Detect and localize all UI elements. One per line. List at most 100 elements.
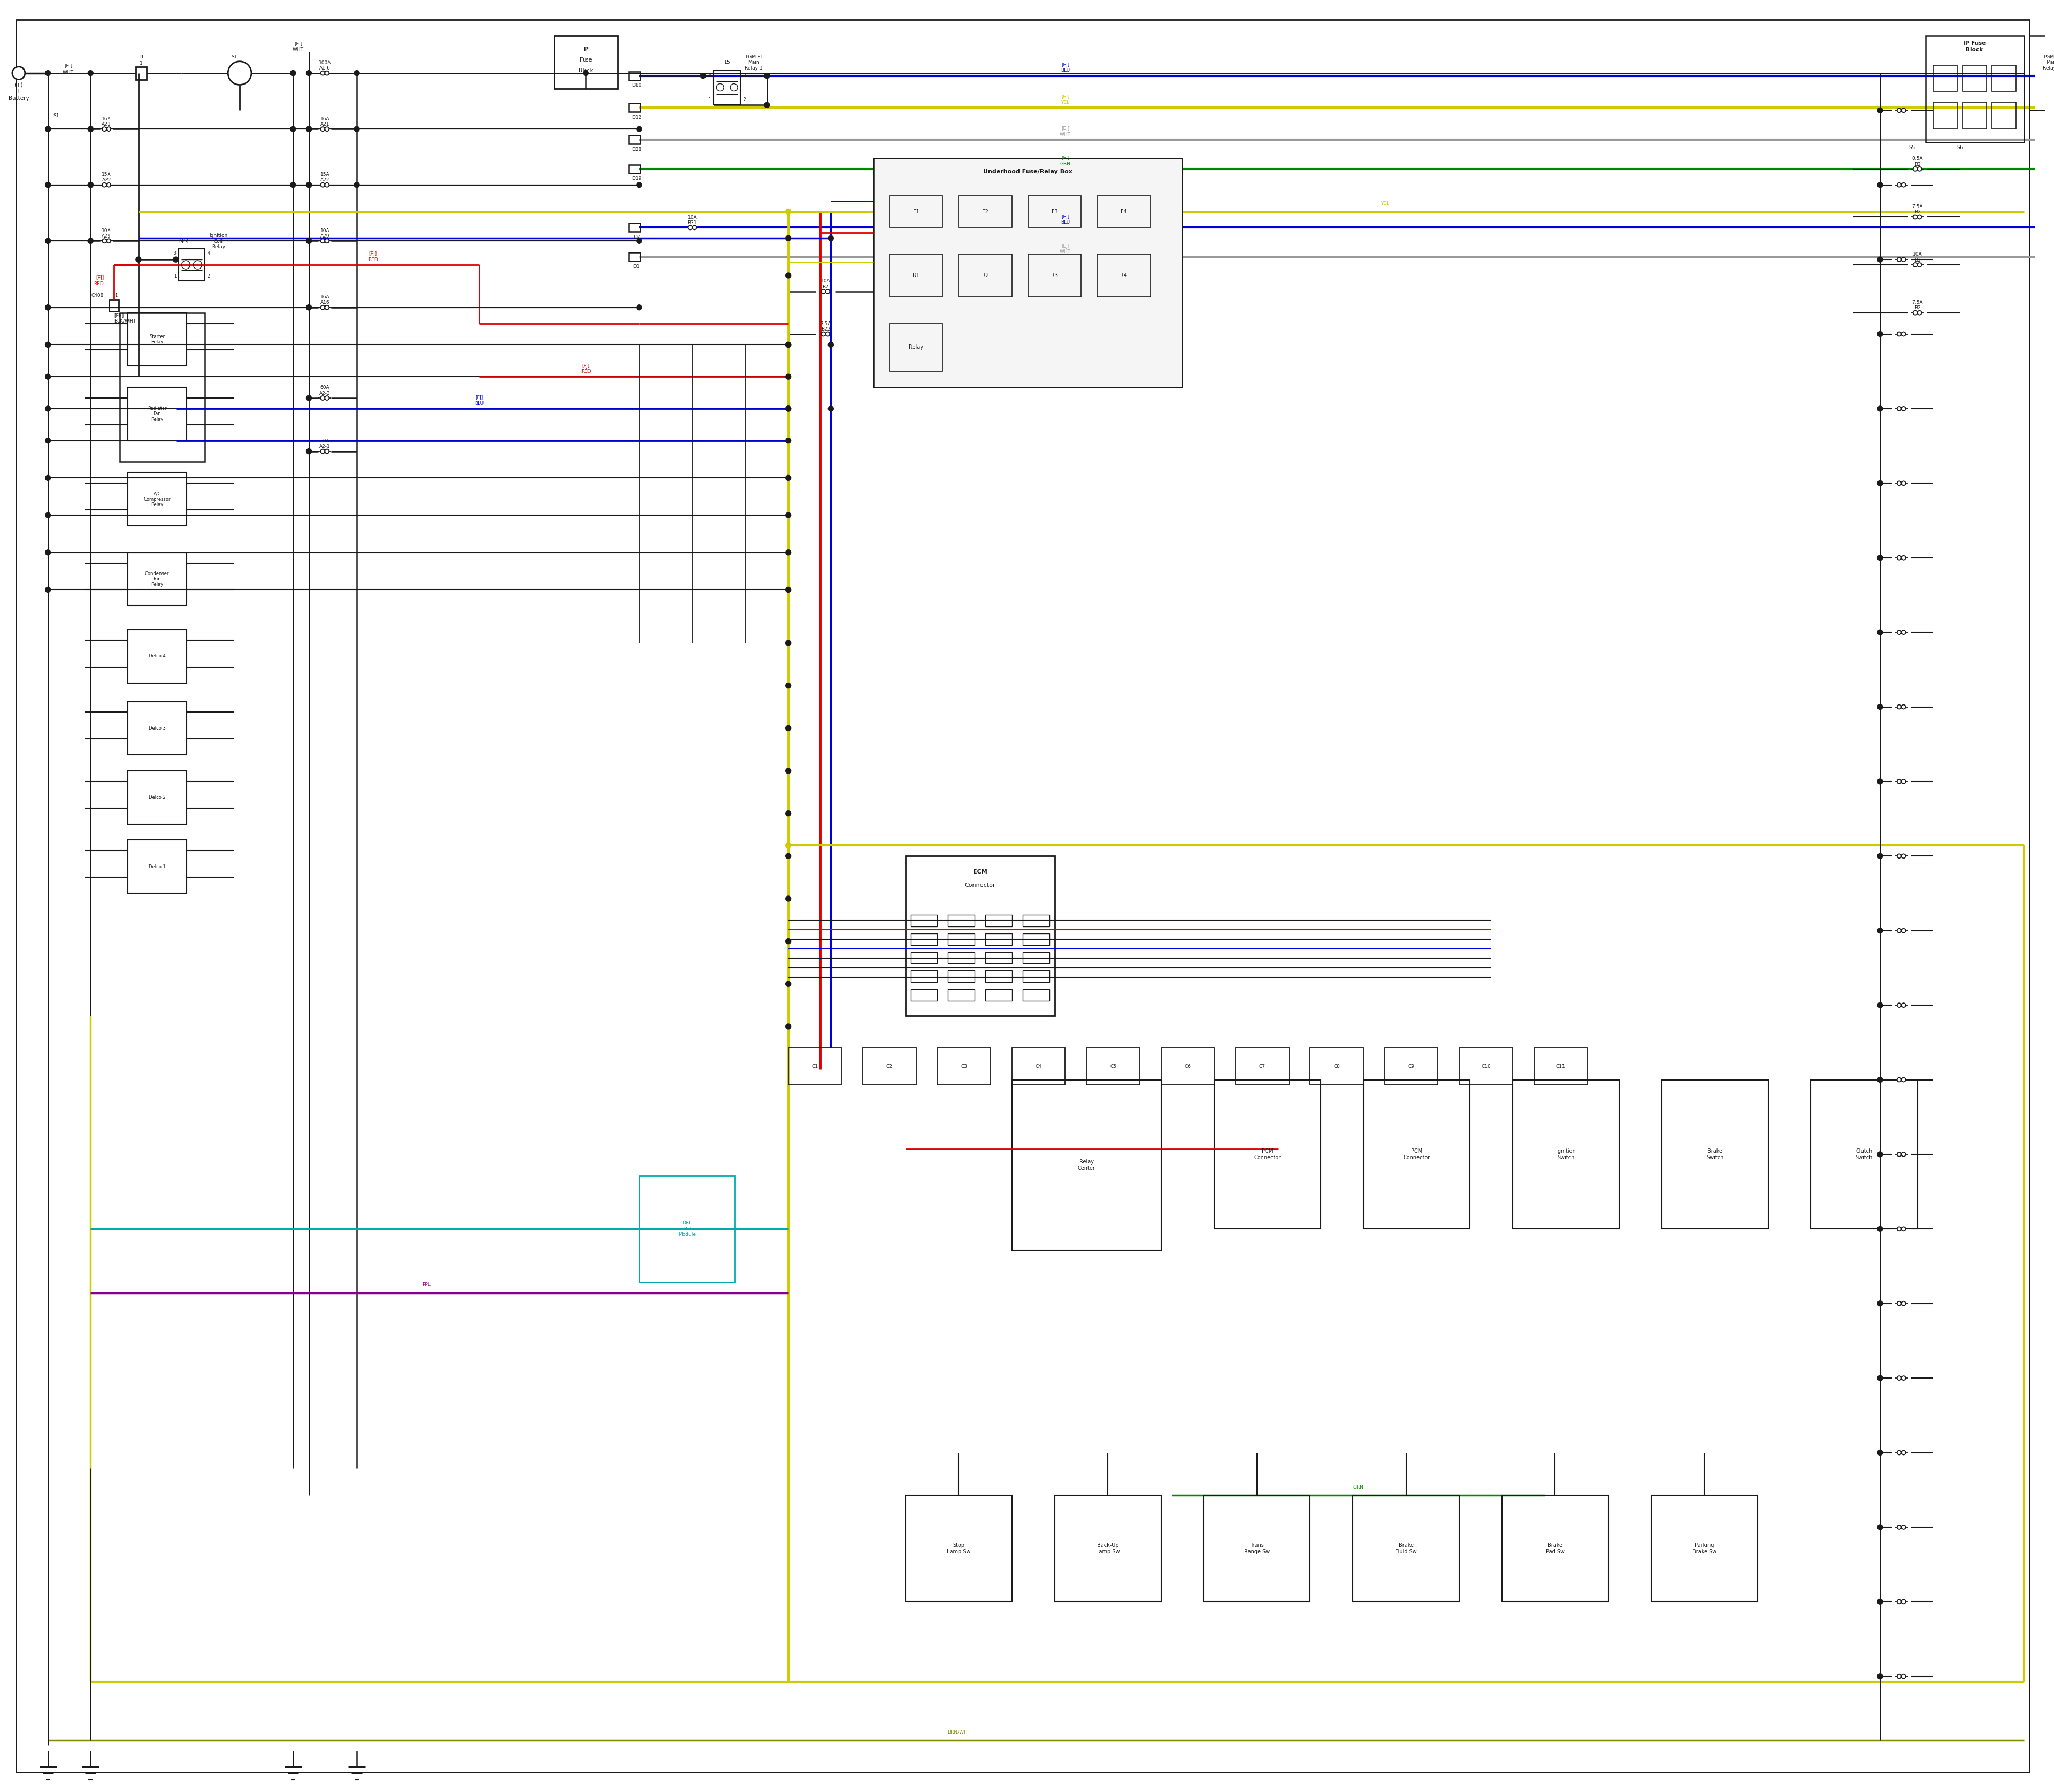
Circle shape bbox=[45, 513, 51, 518]
Circle shape bbox=[306, 183, 312, 188]
Circle shape bbox=[107, 238, 111, 244]
Bar bbox=[1364, 1081, 1471, 1229]
Bar bbox=[629, 253, 641, 262]
Text: 2: 2 bbox=[207, 274, 210, 280]
Text: C3: C3 bbox=[961, 1064, 967, 1068]
Circle shape bbox=[828, 407, 834, 412]
Circle shape bbox=[828, 342, 834, 348]
Circle shape bbox=[637, 183, 641, 188]
Text: 15A
A22: 15A A22 bbox=[103, 172, 111, 183]
Circle shape bbox=[1902, 704, 1906, 710]
Circle shape bbox=[320, 396, 325, 400]
Text: D1: D1 bbox=[633, 263, 641, 269]
Text: 1: 1 bbox=[16, 90, 21, 95]
Bar bbox=[906, 857, 1054, 1016]
Text: [EJ]
BLU: [EJ] BLU bbox=[1060, 215, 1070, 224]
Circle shape bbox=[785, 342, 791, 348]
Circle shape bbox=[1877, 1152, 1884, 1158]
Bar bbox=[713, 70, 739, 106]
Text: PCM
Connector: PCM Connector bbox=[1255, 1149, 1282, 1159]
Text: L5: L5 bbox=[725, 59, 729, 65]
Text: S5: S5 bbox=[1908, 145, 1916, 151]
Text: Ignition
Switch: Ignition Switch bbox=[1557, 1149, 1575, 1159]
Text: 10A
A29: 10A A29 bbox=[103, 228, 111, 238]
Text: Brake
Pad Sw: Brake Pad Sw bbox=[1547, 1543, 1565, 1554]
Circle shape bbox=[45, 70, 51, 75]
Circle shape bbox=[692, 226, 696, 229]
Bar bbox=[1925, 36, 2023, 142]
Circle shape bbox=[1902, 1228, 1906, 1231]
Circle shape bbox=[1902, 1077, 1906, 1082]
Circle shape bbox=[785, 810, 791, 815]
Bar bbox=[127, 629, 187, 683]
Circle shape bbox=[1902, 1152, 1906, 1156]
Text: Delco 4: Delco 4 bbox=[148, 654, 166, 659]
Circle shape bbox=[1898, 1525, 1902, 1529]
Bar bbox=[1237, 1048, 1290, 1086]
Bar bbox=[937, 1048, 990, 1086]
Bar bbox=[1964, 65, 1986, 91]
Circle shape bbox=[1877, 1525, 1884, 1530]
Bar bbox=[136, 66, 146, 79]
Text: 1: 1 bbox=[709, 97, 711, 102]
Bar bbox=[1354, 1495, 1458, 1602]
Text: M44: M44 bbox=[179, 238, 189, 244]
Circle shape bbox=[1898, 1450, 1902, 1455]
Text: [EJ]
RED: [EJ] RED bbox=[368, 251, 378, 262]
Circle shape bbox=[1916, 263, 1923, 267]
Circle shape bbox=[1898, 108, 1902, 113]
Text: 7.5A
B2: 7.5A B2 bbox=[1912, 204, 1923, 215]
Circle shape bbox=[320, 72, 325, 75]
Circle shape bbox=[353, 70, 359, 75]
Circle shape bbox=[306, 238, 312, 244]
Bar bbox=[1501, 1495, 1608, 1602]
Text: IP Fuse
Block: IP Fuse Block bbox=[1964, 41, 1986, 52]
Circle shape bbox=[306, 183, 312, 188]
Circle shape bbox=[1877, 332, 1884, 337]
Text: 2: 2 bbox=[744, 97, 746, 102]
Circle shape bbox=[45, 305, 51, 310]
Text: 10A
B2: 10A B2 bbox=[822, 280, 830, 289]
Text: Parking
Brake Sw: Parking Brake Sw bbox=[1692, 1543, 1717, 1554]
Circle shape bbox=[103, 183, 107, 186]
Text: Relay: Relay bbox=[908, 344, 924, 349]
Circle shape bbox=[306, 238, 312, 244]
Circle shape bbox=[785, 407, 791, 412]
Bar bbox=[1161, 1048, 1214, 1086]
Circle shape bbox=[1898, 1228, 1902, 1231]
Text: 7.5A
B2: 7.5A B2 bbox=[1912, 299, 1923, 310]
Circle shape bbox=[45, 550, 51, 556]
Text: 10A
A29: 10A A29 bbox=[320, 228, 329, 238]
Text: 3: 3 bbox=[175, 251, 177, 256]
Bar bbox=[1023, 952, 1050, 964]
Text: A/C
Compressor
Relay: A/C Compressor Relay bbox=[144, 491, 170, 507]
Circle shape bbox=[45, 183, 51, 188]
Bar bbox=[949, 971, 976, 982]
Circle shape bbox=[1898, 1674, 1902, 1679]
Bar bbox=[1512, 1081, 1619, 1229]
Circle shape bbox=[1912, 215, 1916, 219]
Bar bbox=[1087, 1048, 1140, 1086]
Circle shape bbox=[1898, 1152, 1902, 1156]
Circle shape bbox=[45, 342, 51, 348]
Circle shape bbox=[228, 61, 251, 84]
Circle shape bbox=[1902, 1301, 1906, 1306]
Bar bbox=[1964, 102, 1986, 129]
Bar bbox=[1023, 971, 1050, 982]
Circle shape bbox=[1877, 1598, 1884, 1604]
Text: Radiator
Fan
Relay: Radiator Fan Relay bbox=[148, 407, 166, 421]
Circle shape bbox=[88, 127, 92, 131]
Bar bbox=[1013, 1048, 1066, 1086]
Circle shape bbox=[1898, 1004, 1902, 1007]
Circle shape bbox=[353, 127, 359, 131]
Circle shape bbox=[785, 375, 791, 380]
Text: S1: S1 bbox=[53, 113, 60, 118]
Bar bbox=[1992, 65, 2015, 91]
Text: C7: C7 bbox=[1259, 1064, 1265, 1068]
Circle shape bbox=[1902, 1376, 1906, 1380]
Text: F2: F2 bbox=[982, 210, 988, 215]
Circle shape bbox=[1902, 407, 1906, 410]
Circle shape bbox=[785, 896, 791, 901]
Circle shape bbox=[45, 407, 51, 412]
Circle shape bbox=[785, 726, 791, 731]
